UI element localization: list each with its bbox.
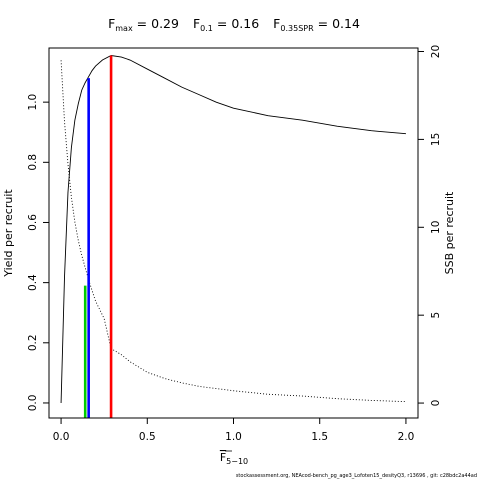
plot-area xyxy=(48,47,419,419)
y-right-tick-label: 5 xyxy=(430,312,442,319)
yield-per-recruit-curve xyxy=(60,55,406,403)
x-tick-label: 1.5 xyxy=(311,431,328,443)
y-left-tick-label: 0.2 xyxy=(27,334,39,351)
y-left-tick-label: 0.6 xyxy=(27,214,39,231)
y-axis-right: 0 5 10 15 20 xyxy=(417,45,442,407)
y-right-tick-label: 20 xyxy=(430,45,442,58)
chart-title-text: Fmax = 0.29 F0.1 = 0.16 F0.35SPR = 0.14 xyxy=(108,16,360,33)
ssb-per-recruit-curve xyxy=(60,60,406,403)
y-axis-left: 0.0 0.2 0.4 0.6 0.8 1.0 xyxy=(27,94,50,412)
y-left-tick-label: 0.0 xyxy=(27,395,39,412)
y-axis-left-label: Yield per recruit xyxy=(2,189,15,278)
y-right-tick-label: 10 xyxy=(430,221,442,234)
y-right-tick-label: 0 xyxy=(430,400,442,407)
footer-text: stockassessment.org, NEAcod-bench_pg_age… xyxy=(236,473,477,479)
x-tick-label: 1.0 xyxy=(225,431,242,443)
x-axis-label: F5−10 xyxy=(220,450,248,466)
y-left-tick-label: 0.8 xyxy=(27,154,39,171)
x-axis-label-text: F5−10 xyxy=(220,451,248,466)
x-tick-label: 0.0 xyxy=(53,431,70,443)
y-axis-right-label: SSB per recruit xyxy=(443,191,456,274)
reference-lines xyxy=(83,55,113,418)
y-right-tick-label: 15 xyxy=(430,133,442,146)
chart-title: Fmax = 0.29 F0.1 = 0.16 F0.35SPR = 0.14 xyxy=(108,16,360,33)
x-tick-label: 2.0 xyxy=(398,431,415,443)
curves xyxy=(60,55,406,403)
y-left-tick-label: 1.0 xyxy=(27,94,39,111)
y-left-tick-label: 0.4 xyxy=(27,274,39,291)
x-axis: 0.0 0.5 1.0 1.5 2.0 xyxy=(53,417,415,443)
x-tick-label: 0.5 xyxy=(139,431,156,443)
